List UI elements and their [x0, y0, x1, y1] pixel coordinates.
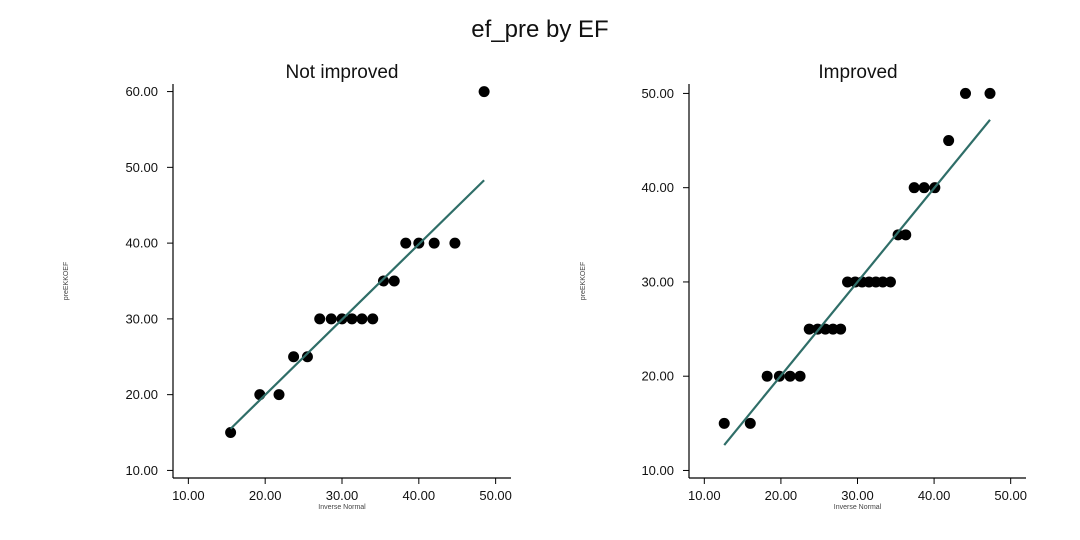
data-point [918, 182, 930, 194]
data-point [449, 237, 461, 249]
data-point [835, 323, 847, 335]
x-tick-label: 10.00 [172, 488, 205, 503]
data-point [718, 417, 730, 429]
data-point [803, 323, 815, 335]
y-tick-label: 50.00 [641, 86, 674, 101]
data-point [225, 427, 237, 439]
y-tick-label: 10.00 [125, 463, 158, 478]
x-axis-label: Inverse Normal [834, 504, 882, 511]
y-tick-label: 40.00 [641, 180, 674, 195]
y-tick-label: 60.00 [125, 84, 158, 99]
data-point [478, 86, 490, 98]
x-tick-label: 50.00 [479, 488, 512, 503]
x-tick-label: 20.00 [765, 488, 798, 503]
data-point [761, 370, 773, 382]
x-tick-label: 30.00 [841, 488, 874, 503]
fit-line [229, 179, 485, 430]
y-tick-label: 20.00 [641, 369, 674, 384]
y-axis-label: preEKKOEF [63, 262, 70, 301]
y-tick-label: 40.00 [125, 236, 158, 251]
data-point [908, 182, 920, 194]
fit-line [723, 119, 991, 446]
panel-title-not-improved: Not improved [286, 62, 399, 83]
panel-title-improved: Improved [818, 62, 897, 83]
data-point [959, 87, 971, 99]
y-tick-label: 30.00 [641, 274, 674, 289]
data-point [254, 389, 266, 401]
data-point [388, 275, 400, 287]
y-axis-label: preEKKOEF [580, 262, 587, 301]
figure-title: ef_pre by EF [471, 16, 608, 43]
data-point [984, 87, 996, 99]
data-point [314, 313, 326, 325]
data-point [346, 313, 358, 325]
x-tick-label: 20.00 [249, 488, 282, 503]
x-tick-label: 30.00 [326, 488, 359, 503]
data-point [877, 276, 889, 288]
y-tick-label: 30.00 [125, 311, 158, 326]
data-point [301, 351, 313, 363]
data-point [428, 237, 440, 249]
x-tick-label: 10.00 [688, 488, 721, 503]
data-point [943, 135, 955, 147]
data-point [892, 229, 904, 241]
data-point [744, 417, 756, 429]
panel-improved: Improved 10.00 20.00 30.00 40.00 50.00 10.00 2… [580, 62, 1027, 511]
data-point [794, 370, 806, 382]
data-point [400, 237, 412, 249]
data-point [325, 313, 337, 325]
data-point [288, 351, 300, 363]
y-tick-label: 50.00 [125, 160, 158, 175]
data-point [900, 229, 912, 241]
data-point [784, 370, 796, 382]
data-point [377, 275, 389, 287]
panel-not-improved: Not improved 10.00 20.00 30.00 40.00 50.00 60… [63, 62, 512, 511]
x-tick-label: 40.00 [403, 488, 436, 503]
data-point [827, 323, 839, 335]
data-point [884, 276, 896, 288]
y-tick-label: 10.00 [641, 463, 674, 478]
data-point [367, 313, 379, 325]
data-point [356, 313, 368, 325]
y-tick-label: 20.00 [125, 387, 158, 402]
data-point [842, 276, 854, 288]
x-tick-label: 50.00 [994, 488, 1027, 503]
data-point [273, 389, 285, 401]
x-axis-label: Inverse Normal [318, 504, 366, 511]
x-tick-label: 40.00 [918, 488, 951, 503]
